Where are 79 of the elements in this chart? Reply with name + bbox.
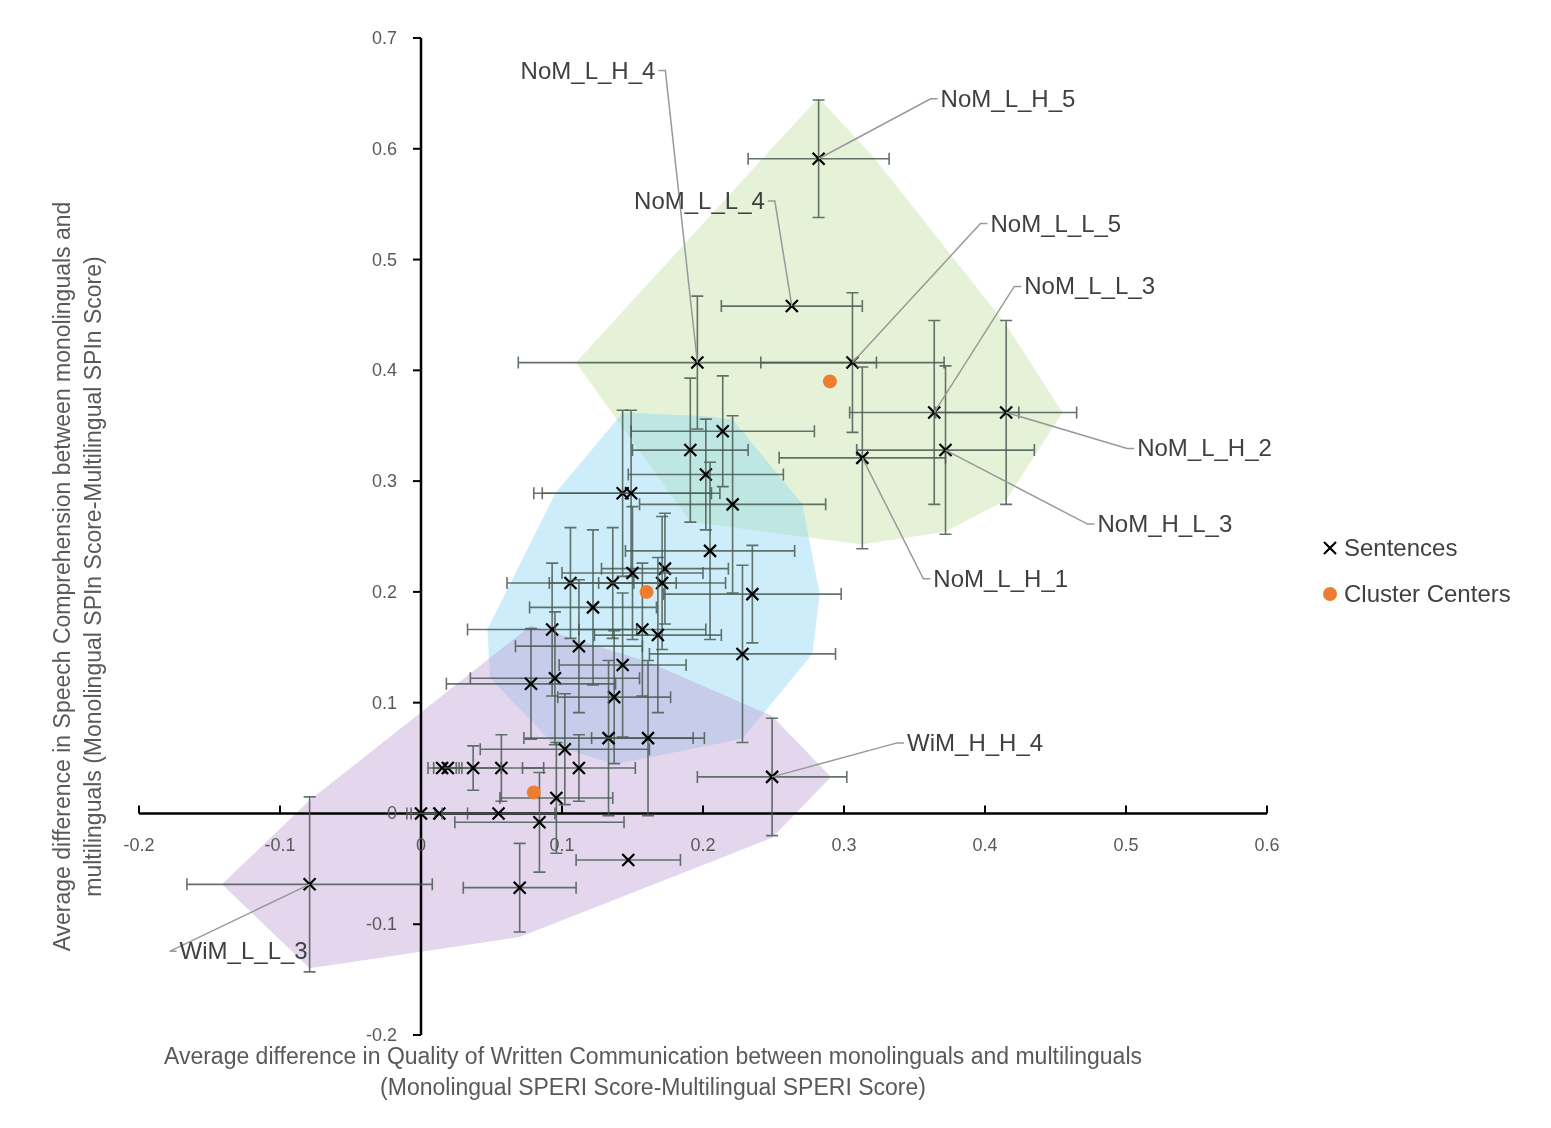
point	[466, 760, 481, 776]
point	[735, 646, 750, 662]
point	[639, 584, 654, 599]
point	[690, 355, 705, 370]
annotation: NoM_L_H_5	[940, 84, 1076, 112]
x-axis-title: Average difference in Quality of Written Communication between monolinguals and multilinguals (Monolingual SPERI Score-Multilingual SPERI Score)	[163, 1043, 1143, 1100]
point	[571, 639, 587, 654]
point	[585, 600, 601, 615]
point	[605, 575, 620, 591]
point	[702, 543, 718, 558]
point	[999, 405, 1014, 420]
point	[512, 880, 527, 895]
x-tick-label: 0.2	[690, 835, 716, 856]
y-tick-label: 0.1	[371, 692, 397, 713]
point	[745, 587, 760, 602]
point	[621, 852, 636, 868]
point	[657, 561, 673, 576]
y-tick-label: 0.6	[371, 138, 397, 159]
y-tick-label: -0.2	[365, 1025, 397, 1045]
point	[413, 806, 429, 821]
point	[607, 690, 622, 705]
point	[526, 785, 541, 800]
x-tick-label: -0.2	[123, 835, 155, 856]
point	[927, 405, 942, 420]
point	[615, 657, 630, 673]
point	[845, 355, 860, 370]
point	[822, 374, 837, 389]
y-tick-label: -0.1	[365, 914, 397, 935]
point	[938, 442, 953, 458]
point	[494, 760, 509, 776]
point	[532, 815, 547, 830]
point	[683, 442, 698, 458]
point	[491, 806, 506, 821]
annotation: NoM_L_L_4	[634, 187, 765, 215]
point	[440, 760, 455, 776]
point	[302, 877, 317, 892]
x-tick-label: 0.6	[1254, 835, 1280, 856]
point	[725, 497, 740, 512]
x-tick-label: 0.3	[831, 835, 857, 856]
annotation: NoM_L_L_3	[1024, 272, 1156, 300]
annotation: WiM_H_H_4	[907, 728, 1044, 756]
annotation: NoM_L_H_1	[933, 564, 1069, 592]
y-tick-label: 0.5	[371, 249, 397, 270]
legend-label: Sentences	[1344, 534, 1458, 561]
point	[432, 806, 447, 821]
point	[784, 298, 799, 314]
point	[764, 769, 780, 784]
y-tick-label: 0.7	[371, 28, 397, 48]
point	[640, 731, 656, 746]
point	[545, 622, 560, 637]
y-tick-label: 0.2	[371, 581, 397, 602]
legend-label: Cluster Centers	[1344, 580, 1511, 607]
x-tick-label: 0.5	[1113, 835, 1139, 856]
point	[698, 467, 713, 482]
point	[635, 622, 650, 637]
annotation: NoM_H_L_3	[1097, 510, 1233, 538]
x-tick-label: 0.4	[972, 835, 998, 856]
point	[563, 575, 578, 591]
point	[549, 790, 564, 806]
annotation: WiM_L_L_3	[179, 937, 308, 965]
y-tick-label: 0.4	[371, 360, 397, 381]
point	[557, 742, 572, 757]
point	[435, 760, 450, 776]
y-tick-label: 0.3	[371, 471, 397, 492]
annotation: NoM_L_H_4	[520, 56, 656, 84]
y-axis-title: Average difference in Speech Comprehension between monolinguals and multilinguals (Monolingual SPIn Score-Multilingual SPIn Score)	[49, 201, 106, 952]
point	[650, 627, 665, 643]
point	[571, 760, 587, 776]
point	[625, 565, 640, 581]
point	[601, 731, 616, 746]
point	[811, 151, 826, 166]
annotation: NoM_L_L_5	[990, 209, 1122, 237]
point	[715, 424, 730, 439]
point	[523, 676, 539, 691]
annotation: NoM_L_H_2	[1137, 434, 1272, 462]
point	[547, 671, 563, 686]
point	[655, 575, 670, 591]
x-tick-label: -0.1	[264, 835, 296, 856]
point	[855, 450, 870, 465]
